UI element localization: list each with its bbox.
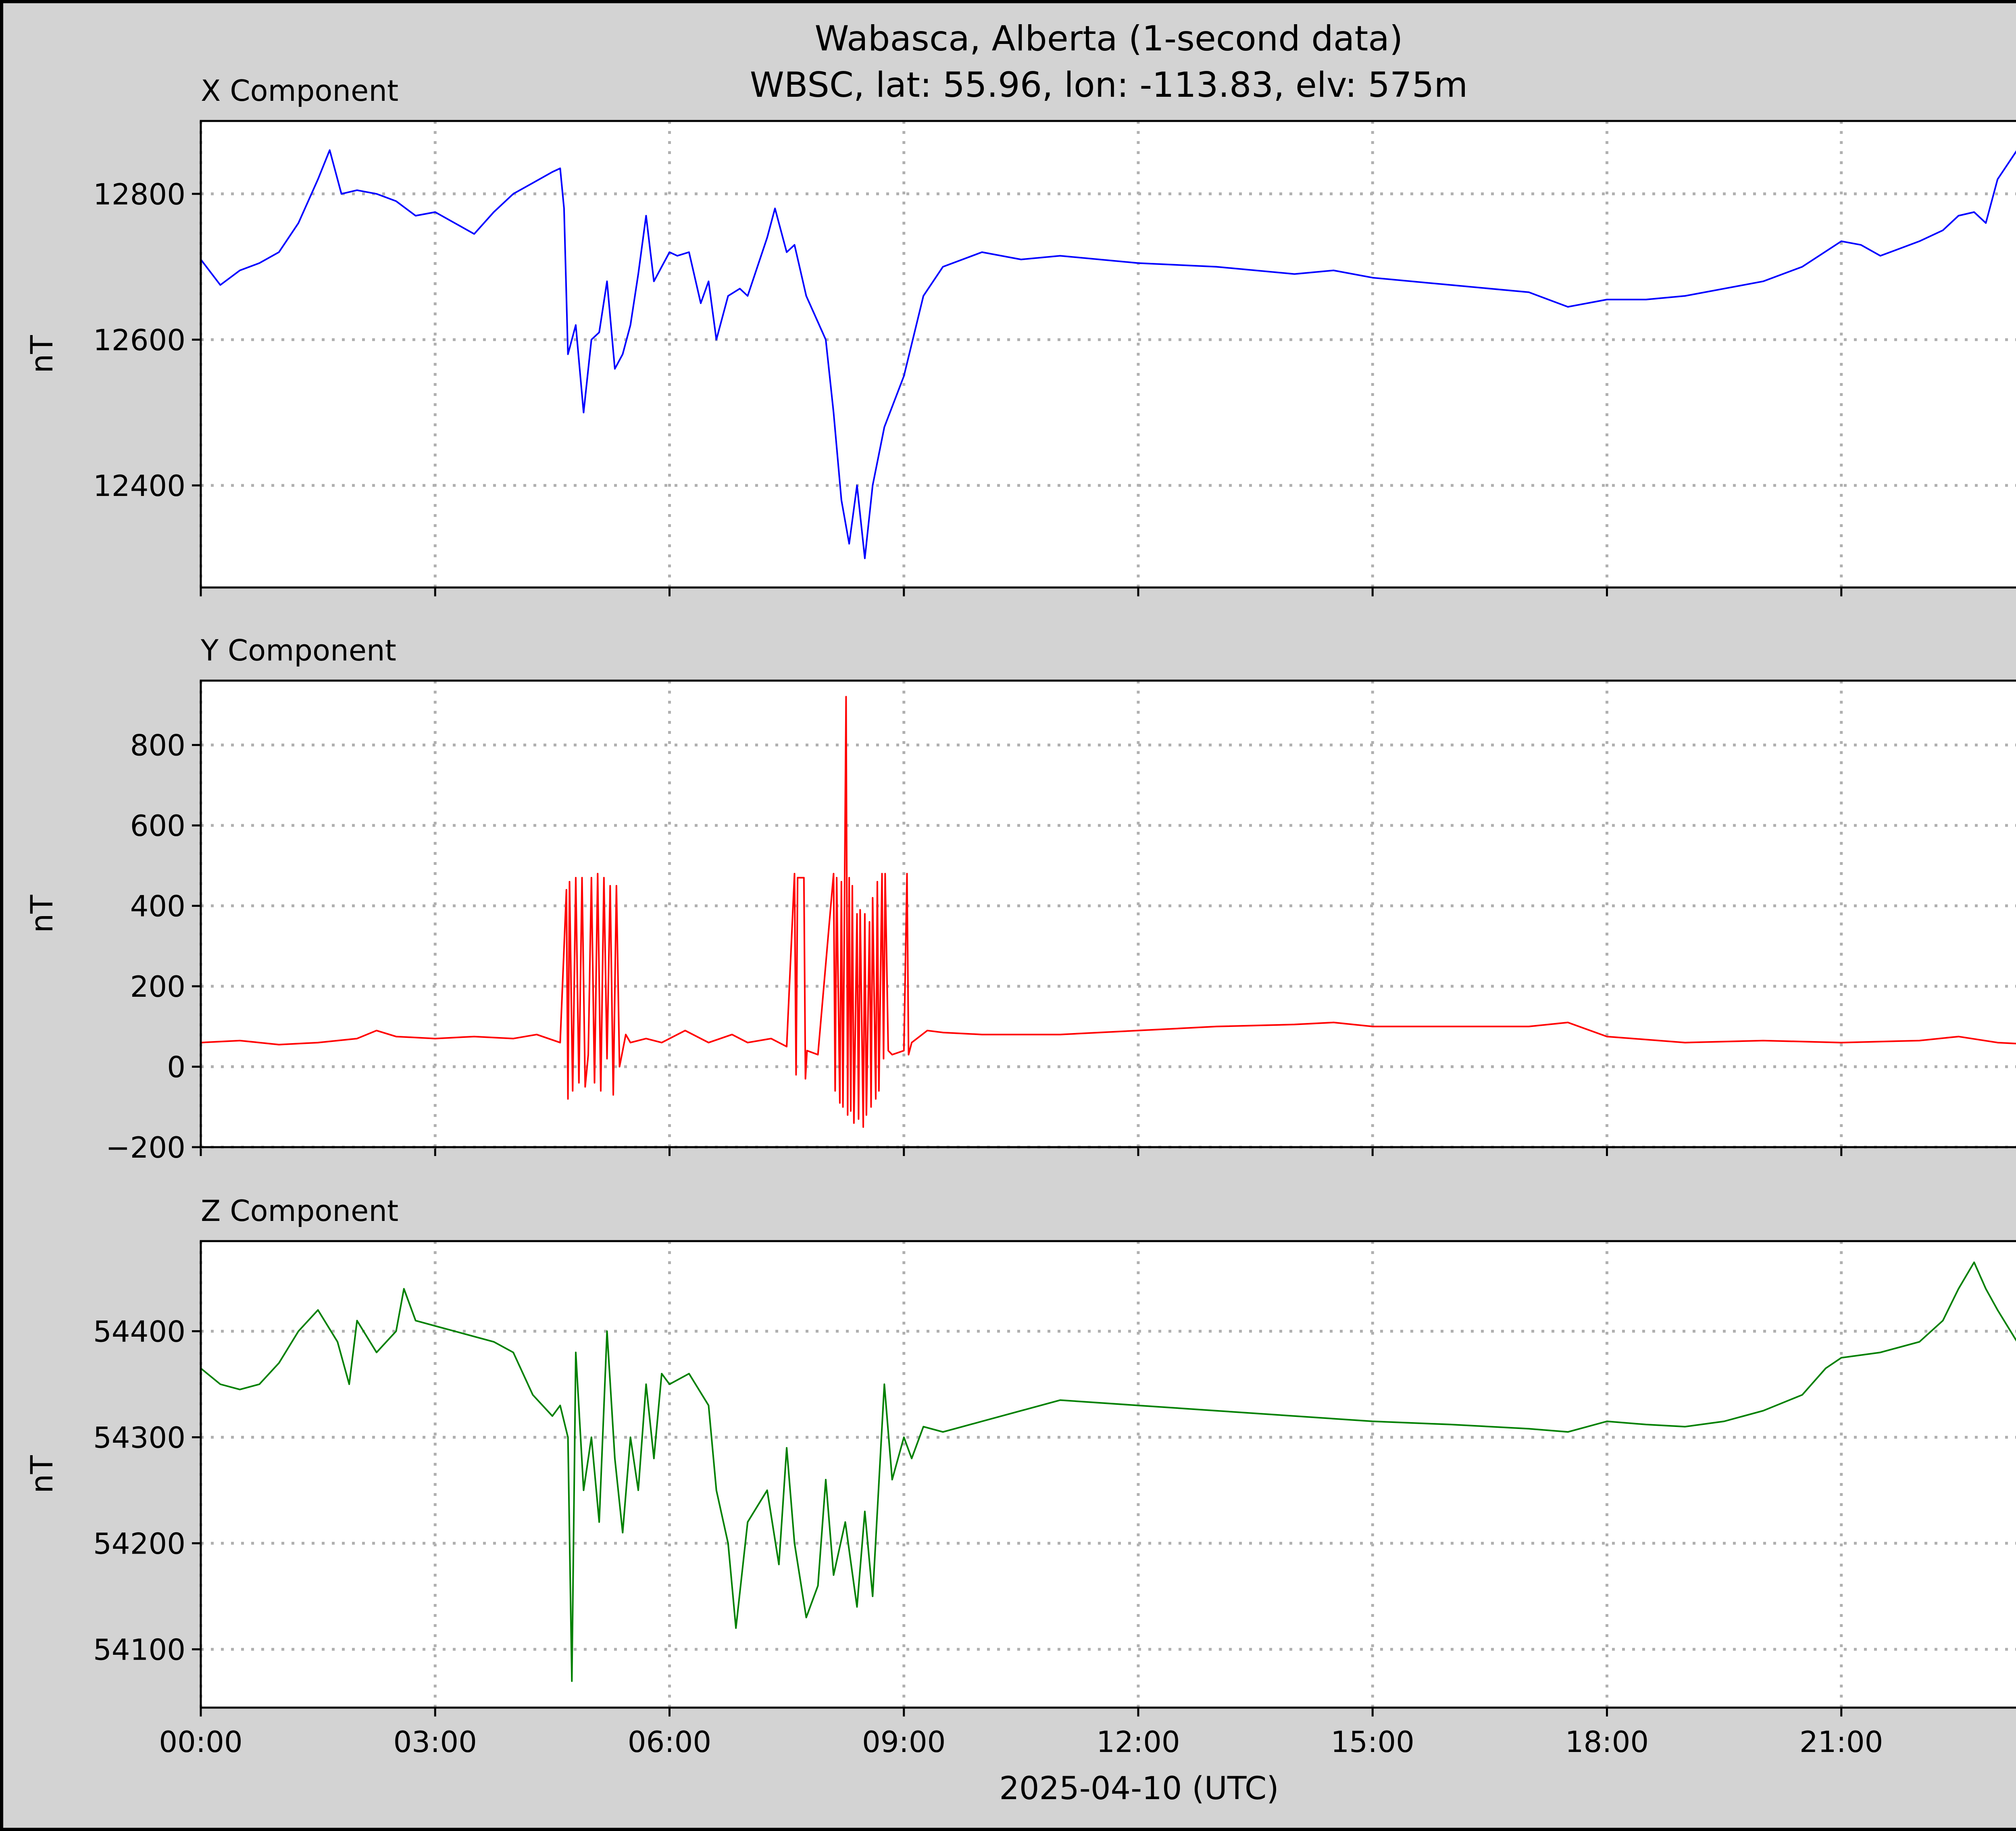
figure-title-line2: WBSC, lat: 55.96, lon: -113.83, elv: 575… — [750, 65, 1468, 105]
y-axis-label-y: nT — [24, 895, 60, 933]
series-line-y — [200, 696, 2016, 1128]
panel-x: 12400 12600 12800 X Component nT — [24, 74, 2016, 596]
tick-label-y-x: 12800 — [93, 177, 185, 211]
tick-label-y-y: 400 — [130, 889, 185, 923]
plot-area-z — [201, 1241, 2016, 1708]
axes-frame-z — [200, 1240, 2016, 1709]
plot-area-x — [201, 121, 2016, 587]
tick-label-y-z: 54400 — [93, 1315, 185, 1349]
series-line-x — [200, 149, 2016, 559]
tick-label-x: 15:00 — [1331, 1725, 1415, 1759]
tick-label-x: 06:00 — [628, 1725, 712, 1759]
axes-frame-x — [200, 120, 2016, 589]
x-axis-label: 2025-04-10 (UTC) — [999, 1771, 1279, 1807]
tick-label-y-y: 0 — [167, 1050, 185, 1084]
tick-label-x: 21:00 — [1799, 1725, 1883, 1759]
plot-area-y — [201, 681, 2016, 1147]
tick-label-y-x: 12600 — [93, 323, 185, 357]
tick-label-y-y: −200 — [106, 1131, 185, 1164]
panel-title-x: X Component — [201, 74, 398, 108]
tick-label-x: 03:00 — [394, 1725, 477, 1759]
tick-label-y-y: 200 — [130, 970, 185, 1004]
tick-label-y-z: 54100 — [93, 1633, 185, 1666]
panels-group: 12400 12600 12800 X Component nT −200 0 200 400 6… — [24, 74, 2016, 1759]
tick-label-y-z: 54200 — [93, 1527, 185, 1560]
tick-label-x: 12:00 — [1096, 1725, 1180, 1759]
panel-title-y: Y Component — [200, 633, 396, 667]
figure-title-line1: Wabasca, Alberta (1-second data) — [815, 19, 1403, 59]
tick-label-y-y: 800 — [130, 729, 185, 762]
tick-label-y-y: 600 — [130, 809, 185, 843]
panel-z: 00:00 03:00 06:00 09:00 12:00 15:00 18:00 21:00… — [24, 1194, 2016, 1759]
tick-label-y-x: 12400 — [93, 469, 185, 503]
tick-label-y-z: 54300 — [93, 1421, 185, 1454]
panel-title-z: Z Component — [201, 1194, 398, 1228]
axes-frame-y — [200, 679, 2016, 1148]
y-axis-label-x: nT — [24, 335, 60, 373]
tick-label-x: 00:00 — [159, 1725, 243, 1759]
tick-label-x: 18:00 — [1565, 1725, 1649, 1759]
y-axis-label-z: nT — [24, 1455, 60, 1494]
panel-y: −200 0 200 400 600 800 Y Component nT — [24, 633, 2016, 1164]
series-line-z — [200, 1261, 2016, 1682]
tick-label-x: 09:00 — [862, 1725, 946, 1759]
